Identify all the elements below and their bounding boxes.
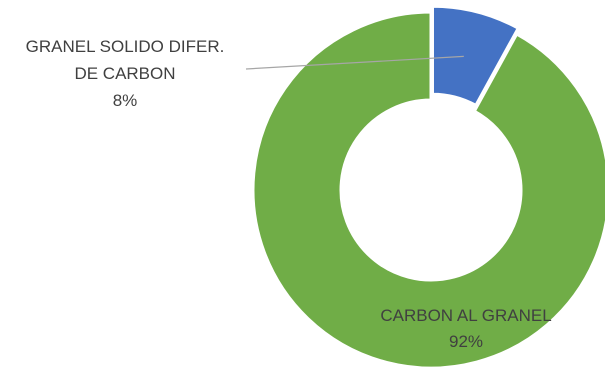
data-label-percent: 8% xyxy=(113,91,138,110)
data-label-percent: 92% xyxy=(449,332,483,351)
data-label-carbon-al-granel: CARBON AL GRANEL 92% xyxy=(380,306,551,351)
data-label-granel-solido: GRANEL SOLIDO DIFER. DE CARBON 8% xyxy=(26,37,225,110)
slice-granel-solido xyxy=(430,4,521,108)
leader-line-group xyxy=(245,55,464,70)
slice-group xyxy=(251,4,605,370)
data-label-group: GRANEL SOLIDO DIFER. DE CARBON 8% CARBON AL… xyxy=(26,37,552,351)
data-label-category: DE CARBON xyxy=(74,64,175,83)
data-label-category: CARBON AL GRANEL xyxy=(380,306,551,325)
leader-line-granel-solido xyxy=(245,55,464,70)
data-label-category: GRANEL SOLIDO DIFER. xyxy=(26,37,225,56)
slice-carbon-al-granel xyxy=(251,10,605,370)
